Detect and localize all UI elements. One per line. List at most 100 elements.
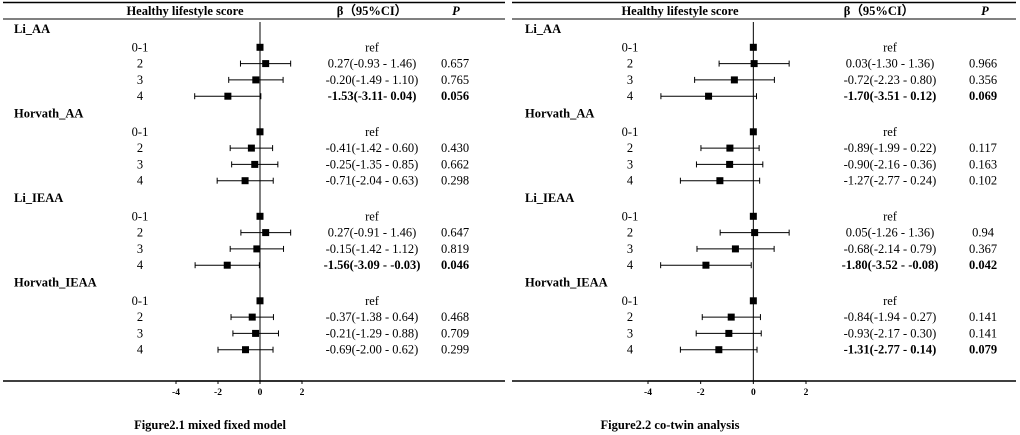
point-estimate	[715, 346, 723, 354]
ci-value: ref	[883, 40, 898, 54]
ci-value: 0.27(-0.91 - 1.46)	[328, 226, 417, 240]
level-label: 3	[627, 326, 633, 340]
point-estimate	[716, 177, 724, 185]
p-value: 0.079	[969, 343, 997, 357]
ci-value: -0.72(-2.23 - 0.80)	[844, 73, 937, 87]
level-label: 3	[137, 326, 143, 340]
p-value: 0.102	[969, 174, 997, 188]
ci-value: ref	[883, 294, 898, 308]
p-value: 0.765	[441, 73, 469, 87]
group-label-horvath-aa: Horvath_AA	[14, 107, 83, 121]
level-label: 0-1	[132, 209, 149, 223]
level-label: 4	[137, 343, 144, 357]
level-label: 2	[137, 310, 143, 324]
level-label: 2	[137, 57, 143, 71]
point-estimate	[252, 76, 260, 84]
level-label: 2	[627, 141, 633, 155]
ci-value: -0.37(-1.38 - 0.64)	[326, 310, 419, 324]
ci-value: ref	[365, 294, 380, 308]
level-label: 3	[137, 157, 143, 171]
point-estimate	[247, 144, 255, 152]
point-estimate	[702, 261, 710, 269]
level-label: 4	[137, 174, 144, 188]
point-estimate	[726, 144, 734, 152]
header-p: P	[981, 4, 989, 18]
ci-value: 0.05(-1.26 - 1.36)	[846, 226, 935, 240]
ci-value: -0.25(-1.35 - 0.85)	[326, 157, 419, 171]
level-label: 2	[627, 310, 633, 324]
p-value: 0.141	[969, 310, 997, 324]
group-label-horvath-ieaa: Horvath_IEAA	[525, 276, 608, 290]
x-tick-label: -2	[697, 388, 705, 398]
p-value: 0.94	[972, 226, 995, 240]
forest-panel-2: Healthy lifestyle score β（95%CI） P Li_AA 0-1…	[512, 1, 1016, 432]
p-value: 0.056	[441, 89, 469, 103]
group-label-li-ieaa: Li_IEAA	[525, 191, 574, 205]
x-tick-label: -4	[172, 388, 180, 398]
point-estimate	[725, 329, 733, 337]
p-value: 0.042	[969, 258, 997, 272]
ci-value: -1.80(-3.52 - -0.08)	[842, 258, 939, 272]
point-estimate	[241, 177, 249, 185]
level-label: 4	[627, 343, 634, 357]
ci-value: -0.93(-2.17 - 0.30)	[844, 326, 937, 340]
level-label: 0-1	[622, 209, 639, 223]
ci-value: 0.27(-0.93 - 1.46)	[328, 57, 417, 71]
level-label: 0-1	[132, 125, 149, 139]
level-label: 4	[137, 89, 144, 103]
p-value: 0.430	[441, 141, 469, 155]
ci-value: -0.69(-2.00 - 0.62)	[326, 343, 419, 357]
point-estimate	[750, 60, 758, 68]
header-beta: β（95%CI）	[337, 3, 407, 18]
p-value: 0.046	[441, 258, 469, 272]
group-label-li-aa: Li_AA	[525, 22, 561, 36]
forest-panel-1: Healthy lifestyle score β（95%CI） PLi_AA0-1…	[3, 1, 505, 432]
ci-value: -0.21(-1.29 - 0.88)	[326, 326, 419, 340]
header-score: Healthy lifestyle score	[621, 4, 739, 18]
ci-value: -0.68(-2.14 - 0.79)	[844, 242, 937, 256]
ci-value: ref	[365, 40, 380, 54]
ci-value: -1.56(-3.09 - -0.03)	[324, 258, 421, 272]
group-label-li-ieaa: Li_IEAA	[14, 191, 63, 205]
header-score: Healthy lifestyle score	[126, 4, 244, 18]
ci-value: -0.20(-1.49 - 1.10)	[326, 73, 419, 87]
point-estimate	[224, 92, 232, 100]
group-label-horvath-aa: Horvath_AA	[525, 107, 594, 121]
p-value: 0.163	[969, 157, 997, 171]
p-value: 0.966	[969, 57, 997, 71]
header-p: P	[452, 4, 460, 18]
ci-value: -0.71(-2.04 - 0.63)	[326, 174, 419, 188]
point-estimate	[731, 245, 739, 253]
level-label: 4	[627, 174, 634, 188]
header-beta: β（95%CI）	[844, 3, 914, 18]
p-value: 0.117	[969, 141, 997, 155]
p-value: 0.468	[441, 310, 469, 324]
figure-caption: Figure2.1 mixed fixed model	[134, 418, 286, 432]
ci-value: -1.70(-3.51 - 0.12)	[844, 89, 937, 103]
level-label: 3	[137, 73, 143, 87]
ci-value: -0.84(-1.94 - 0.27)	[844, 310, 937, 324]
x-tick-label: -2	[214, 388, 222, 398]
x-tick-label: 2	[804, 388, 809, 398]
p-value: 0.819	[441, 242, 469, 256]
level-label: 4	[627, 89, 634, 103]
level-label: 3	[627, 157, 633, 171]
ci-value: -0.15(-1.42 - 1.12)	[326, 242, 419, 256]
ci-value: ref	[365, 209, 380, 223]
x-tick-label: 0	[258, 388, 263, 398]
point-estimate	[253, 245, 261, 253]
level-label: 3	[627, 242, 633, 256]
p-value: 0.069	[969, 89, 997, 103]
p-value: 0.367	[969, 242, 997, 256]
p-value: 0.662	[441, 157, 469, 171]
p-value: 0.709	[441, 326, 469, 340]
point-estimate	[252, 329, 260, 337]
ci-value: ref	[883, 125, 898, 139]
group-label-horvath-ieaa: Horvath_IEAA	[14, 276, 97, 290]
ci-value: -0.41(-1.42 - 0.60)	[326, 141, 419, 155]
level-label: 0-1	[132, 40, 149, 54]
point-estimate	[727, 313, 735, 321]
ci-value: -1.31(-2.77 - 0.14)	[844, 343, 937, 357]
level-label: 0-1	[622, 125, 639, 139]
ci-value: -0.90(-2.16 - 0.36)	[844, 157, 937, 171]
